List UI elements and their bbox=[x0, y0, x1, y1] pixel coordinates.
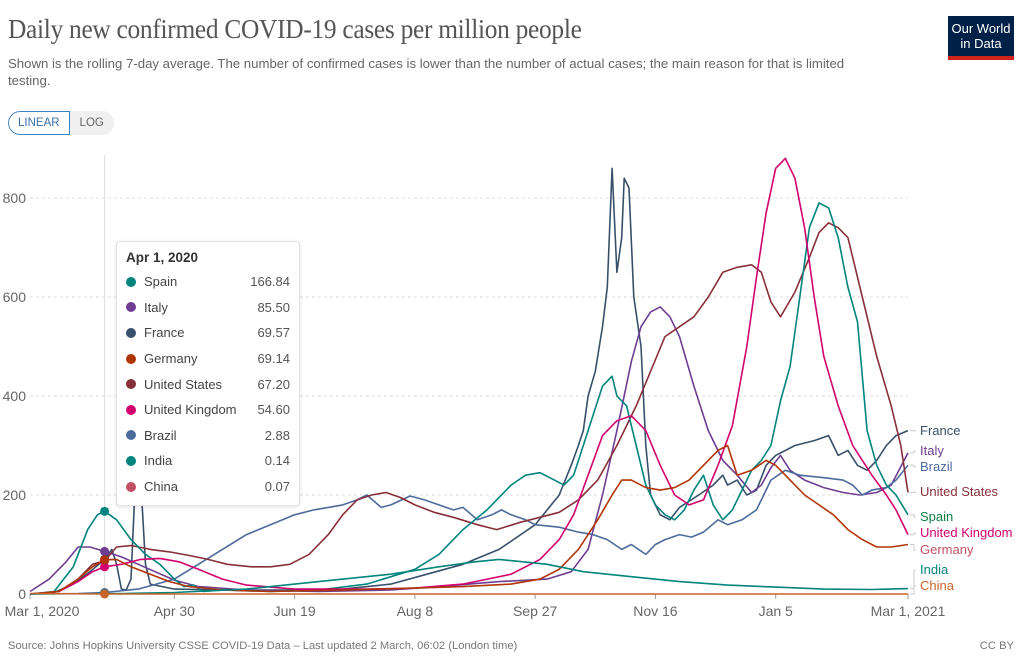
source-note[interactable]: Source: Johns Hopkins University CSSE CO… bbox=[8, 640, 518, 652]
y-tick-label: 600 bbox=[3, 289, 27, 305]
series-line-united-kingdom[interactable] bbox=[29, 157, 909, 595]
series-line-spain[interactable] bbox=[29, 202, 909, 595]
end-label-brazil[interactable]: Brazil bbox=[920, 459, 953, 474]
chart-title: Daily new confirmed COVID-19 cases per m… bbox=[8, 14, 582, 44]
series-color-dot bbox=[126, 481, 136, 492]
series-color-dot bbox=[126, 430, 136, 441]
end-label-france[interactable]: France bbox=[920, 423, 960, 438]
tooltip-series-value: 69.14 bbox=[257, 351, 290, 367]
tooltip-series-value: 67.20 bbox=[257, 376, 290, 392]
x-tick-label: Mar 1, 2020 bbox=[5, 603, 80, 619]
tooltip-series-value: 0.07 bbox=[264, 479, 290, 495]
end-label-united-states[interactable]: United States bbox=[920, 484, 999, 499]
x-tick-label: Nov 16 bbox=[633, 603, 678, 619]
end-label-india[interactable]: India bbox=[920, 562, 949, 577]
hover-marker-germany bbox=[100, 555, 110, 565]
tooltip-series-value: 69.57 bbox=[257, 325, 290, 341]
x-tick-label: Aug 8 bbox=[397, 603, 434, 619]
license-link[interactable]: CC BY bbox=[979, 640, 1014, 652]
x-tick-label: Jun 19 bbox=[274, 603, 316, 619]
series-line-brazil[interactable] bbox=[29, 464, 909, 595]
end-label-china[interactable]: China bbox=[920, 578, 955, 593]
owid-logo[interactable]: Our World in Data bbox=[948, 16, 1014, 60]
tooltip-series-value: 166.84 bbox=[250, 274, 290, 290]
chart-subtitle: Shown is the rolling 7-day average. The … bbox=[8, 56, 845, 88]
end-label-connector bbox=[910, 491, 916, 494]
y-tick-label: 400 bbox=[3, 388, 27, 404]
series-color-dot bbox=[126, 327, 136, 338]
end-label-italy[interactable]: Italy bbox=[920, 443, 944, 458]
end-label-germany[interactable]: Germany bbox=[920, 542, 974, 557]
hover-marker-spain bbox=[100, 506, 110, 516]
series-color-dot bbox=[126, 404, 136, 415]
tooltip-series-name: Spain bbox=[144, 274, 178, 290]
tooltip-row: India 0.14 bbox=[126, 448, 290, 474]
x-tick-label: Apr 30 bbox=[154, 603, 195, 619]
series-color-dot bbox=[126, 302, 136, 313]
series-line-italy[interactable] bbox=[29, 306, 909, 593]
y-tick-label: 0 bbox=[18, 586, 26, 602]
tooltip-series-name: Germany bbox=[144, 351, 198, 367]
tooltip-row: Brazil 2.88 bbox=[126, 423, 290, 449]
tooltip-series-name: India bbox=[144, 453, 173, 469]
end-label-connector bbox=[910, 464, 916, 468]
x-tick-label: Mar 1, 2021 bbox=[871, 603, 946, 619]
scale-toggle: LINEAR LOG bbox=[8, 111, 114, 135]
tooltip-row: United Kingdom 54.60 bbox=[126, 397, 290, 423]
series-line-united-states[interactable] bbox=[29, 222, 909, 595]
series-color-dot bbox=[126, 276, 136, 287]
tooltip-series-value: 0.14 bbox=[264, 453, 290, 469]
tooltip-row: Spain 166.84 bbox=[126, 269, 290, 295]
tooltip-series-name: France bbox=[144, 325, 185, 341]
hover-marker-united-kingdom bbox=[100, 562, 110, 572]
end-label-connector bbox=[910, 569, 916, 590]
hover-marker-china bbox=[100, 589, 110, 599]
series-line-india[interactable] bbox=[29, 558, 909, 595]
logo-line-2: in Data bbox=[960, 36, 1002, 51]
tooltip-series-name: United Kingdom bbox=[144, 402, 237, 418]
tooltip-series-name: Italy bbox=[144, 299, 168, 315]
tooltip-series-name: United States bbox=[144, 376, 223, 392]
series-color-dot bbox=[126, 379, 136, 390]
tooltip-series-name: China bbox=[144, 479, 178, 495]
logo-line-1: Our World bbox=[951, 21, 1011, 36]
end-label-connector bbox=[910, 532, 916, 536]
end-label-united-kingdom[interactable]: United Kingdom bbox=[920, 525, 1013, 540]
end-label-connector bbox=[910, 544, 916, 551]
end-label-connector bbox=[910, 585, 916, 595]
tooltip-row: Germany 69.14 bbox=[126, 346, 290, 372]
hover-marker-italy bbox=[100, 546, 110, 556]
tooltip-row: China 0.07 bbox=[126, 474, 290, 500]
series-line-china[interactable] bbox=[29, 592, 908, 595]
y-tick-label: 800 bbox=[3, 190, 27, 206]
linear-scale-button[interactable]: LINEAR bbox=[8, 111, 70, 135]
series-color-dot bbox=[126, 455, 136, 466]
tooltip-date: Apr 1, 2020 bbox=[126, 250, 199, 265]
x-tick-label: Jan 5 bbox=[759, 603, 793, 619]
tooltip-series-name: Brazil bbox=[144, 427, 177, 443]
tooltip-row: United States 67.20 bbox=[126, 371, 290, 397]
tooltip-row: Italy 85.50 bbox=[126, 295, 290, 321]
tooltip-series-value: 85.50 bbox=[257, 299, 290, 315]
log-scale-button[interactable]: LOG bbox=[79, 117, 104, 129]
series-color-dot bbox=[126, 353, 136, 364]
x-tick-label: Sep 27 bbox=[513, 603, 558, 619]
hover-tooltip: Apr 1, 2020 Spain 166.84 Italy 85.50 France 6… bbox=[116, 241, 300, 507]
tooltip-series-value: 2.88 bbox=[264, 427, 290, 443]
end-label-spain[interactable]: Spain bbox=[920, 509, 953, 524]
end-label-connector bbox=[910, 450, 916, 454]
tooltip-row: France 69.57 bbox=[126, 320, 290, 346]
end-label-connector bbox=[910, 514, 916, 518]
y-tick-label: 200 bbox=[3, 487, 27, 503]
tooltip-series-value: 54.60 bbox=[257, 402, 290, 418]
series-line-germany[interactable] bbox=[29, 444, 909, 595]
